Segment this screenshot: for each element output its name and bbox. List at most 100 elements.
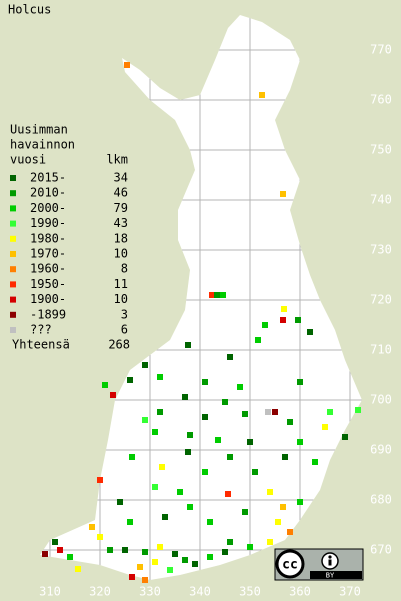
by-text: BY [326, 572, 335, 580]
x-tick-label: 370 [339, 585, 361, 599]
observation [142, 549, 148, 555]
legend-count: 18 [114, 231, 128, 245]
observation [287, 529, 293, 535]
y-tick-label: 750 [370, 143, 392, 157]
observation [137, 564, 143, 570]
legend-label: 2000- [30, 201, 66, 215]
by-head [328, 555, 332, 559]
legend-count: 43 [114, 216, 128, 230]
y-tick-label: 730 [370, 243, 392, 257]
observation [152, 484, 158, 490]
legend-title: havainnon [10, 138, 75, 152]
legend-count: 34 [114, 171, 128, 185]
observation [281, 306, 287, 312]
legend-count: 79 [114, 201, 128, 215]
legend-count: 3 [121, 307, 128, 321]
observation [267, 539, 273, 545]
observation [182, 394, 188, 400]
observation [252, 469, 258, 475]
observation [215, 437, 221, 443]
y-tick-label: 740 [370, 193, 392, 207]
by-body [328, 559, 332, 566]
legend-swatch [10, 281, 16, 288]
observation [355, 407, 361, 413]
observation [297, 379, 303, 385]
observation [342, 434, 348, 440]
legend-count: 10 [114, 247, 128, 261]
legend-swatch [10, 175, 16, 181]
observation [237, 384, 243, 390]
y-tick-label: 710 [370, 343, 392, 357]
legend-label: ??? [30, 323, 52, 337]
observation [282, 454, 288, 460]
legend-label: 1970- [30, 247, 66, 261]
observation [107, 547, 113, 553]
observation [142, 417, 148, 423]
observation [172, 551, 178, 557]
observation [287, 419, 293, 425]
legend-swatch [10, 311, 16, 318]
observation [57, 547, 63, 553]
legend-count: 11 [114, 277, 128, 291]
y-tick-label: 700 [370, 393, 392, 407]
y-tick-label: 680 [370, 493, 392, 507]
observation [297, 499, 303, 505]
observation [42, 551, 48, 557]
y-tick-label: 690 [370, 443, 392, 457]
cc-text: cc [282, 558, 298, 573]
observation [157, 374, 163, 380]
observation [129, 454, 135, 460]
observation [225, 491, 231, 497]
observation [127, 519, 133, 525]
observation [185, 342, 191, 348]
legend-swatch [10, 235, 16, 242]
observation [110, 392, 116, 398]
legend-label: 1980- [30, 231, 66, 245]
observation [157, 409, 163, 415]
observation [102, 382, 108, 388]
x-tick-label: 360 [289, 585, 311, 599]
legend-label: 1960- [30, 262, 66, 276]
observation [247, 544, 253, 550]
observation [272, 409, 278, 415]
legend-count: 46 [114, 186, 128, 200]
observation [167, 567, 173, 573]
legend-total: 268 [108, 338, 130, 352]
observation [202, 469, 208, 475]
observation [262, 322, 268, 328]
observation [220, 292, 226, 298]
observation [227, 454, 233, 460]
observation [247, 439, 253, 445]
observation [162, 514, 168, 520]
legend-count: 10 [114, 292, 128, 306]
x-tick-label: 310 [39, 585, 61, 599]
observation [280, 317, 286, 323]
observation [242, 509, 248, 515]
observation [142, 362, 148, 368]
observation [117, 499, 123, 505]
observation [142, 577, 148, 583]
observation [280, 191, 286, 197]
legend-label: -1899 [30, 307, 66, 321]
observation [242, 411, 248, 417]
observation [209, 292, 215, 298]
observation [177, 489, 183, 495]
legend-swatch [10, 205, 16, 212]
x-tick-label: 340 [189, 585, 211, 599]
observation [152, 559, 158, 565]
x-tick-label: 350 [239, 585, 261, 599]
observation [307, 329, 313, 335]
license-badge: cc BY [274, 548, 364, 581]
observation [259, 92, 265, 98]
legend-swatch [10, 220, 16, 227]
observation [275, 519, 281, 525]
observation [227, 539, 233, 545]
legend-label: 1900- [30, 292, 66, 306]
legend-count-header: lkm [106, 153, 128, 167]
observation [222, 399, 228, 405]
points [42, 62, 361, 583]
observation [187, 432, 193, 438]
observation [182, 557, 188, 563]
